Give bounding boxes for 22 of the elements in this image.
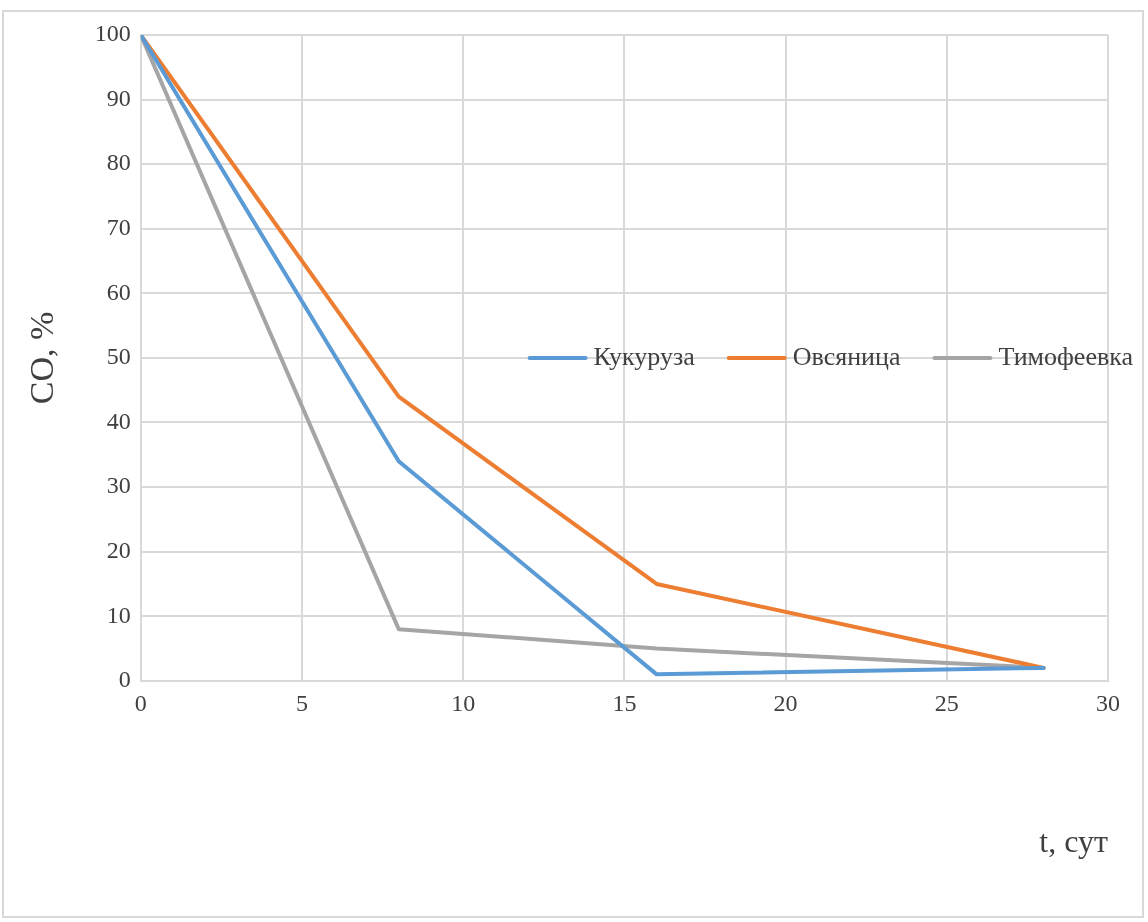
x-tick-label: 5	[296, 690, 308, 717]
y-tick-label: 0	[118, 666, 131, 693]
legend-label: Тимофеевка	[998, 341, 1134, 371]
x-tick-label: 15	[612, 690, 637, 717]
legend-label: Кукуруза	[593, 341, 696, 371]
x-axis-title: t, сут	[1039, 823, 1109, 860]
y-tick-label: 60	[106, 278, 131, 305]
y-tick-label: 40	[106, 407, 131, 434]
x-tick-label: 10	[451, 690, 476, 717]
legend-label: Овсяница	[792, 341, 901, 371]
y-tick-label: 70	[106, 214, 131, 241]
y-tick-label: 50	[106, 343, 131, 370]
y-tick-label: 80	[106, 149, 131, 176]
x-tick-label: 30	[1096, 690, 1120, 717]
y-axis-title: CO, %	[23, 311, 61, 405]
y-tick-label: 20	[106, 536, 131, 563]
x-tick-label: 20	[773, 690, 798, 717]
y-tick-label: 90	[106, 84, 131, 111]
x-tick-label: 25	[934, 690, 959, 717]
y-tick-label: 10	[106, 601, 131, 628]
y-tick-label: 30	[106, 472, 131, 499]
y-tick-label: 100	[94, 20, 131, 47]
